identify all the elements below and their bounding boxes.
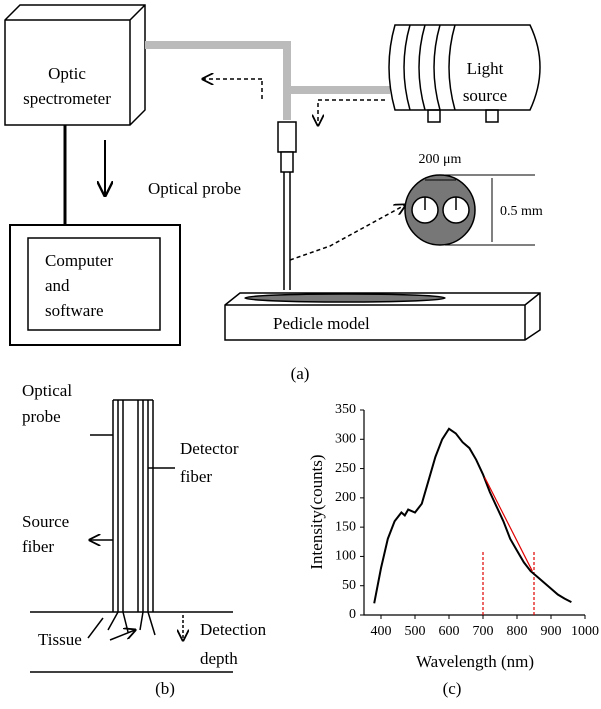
label: probe [22, 407, 61, 426]
panel-label: (c) [443, 679, 462, 698]
label: Tissue [38, 630, 82, 649]
label: 200 μm [419, 152, 462, 167]
label: 0.5 mm [500, 204, 543, 219]
data-line [373, 427, 572, 604]
label: Optical [22, 381, 72, 400]
axes [363, 410, 585, 616]
x-tick-label: 700 [473, 624, 494, 639]
x-axis-label: Wavelength (nm) [416, 652, 534, 671]
x-tick-label: 800 [507, 624, 528, 639]
x-tick-label: 1000 [571, 624, 599, 639]
label: and [45, 276, 70, 295]
diagram-shapes [4, 4, 541, 673]
y-axis-label: Intensity(counts) [307, 454, 326, 569]
y-tick-label: 100 [335, 549, 356, 564]
label: Light [467, 59, 504, 78]
labels: Optic spectrometer Computer and software… [22, 59, 543, 698]
x-tick-label: 900 [541, 624, 562, 639]
y-tick-label: 250 [335, 461, 356, 476]
label: Source [22, 512, 69, 531]
label: source [463, 86, 507, 105]
label: Computer [45, 251, 113, 270]
x-tick-label: 400 [371, 624, 392, 639]
y-tick-label: 50 [342, 578, 356, 593]
y-tick-label: 200 [335, 490, 356, 505]
y-tick-label: 350 [335, 402, 356, 417]
x-tick-label: 600 [439, 624, 460, 639]
label: depth [200, 649, 238, 668]
label: Optic [48, 64, 86, 83]
y-tick-label: 150 [335, 519, 356, 534]
label: Pedicle model [273, 314, 370, 333]
fit-line [484, 477, 533, 572]
y-tick-label: 300 [335, 432, 356, 447]
panel-label: (a) [291, 364, 310, 383]
y-tick-label: 0 [349, 607, 356, 622]
x-tick-label: 500 [405, 624, 426, 639]
label: spectrometer [23, 89, 111, 108]
panel-label: (b) [155, 679, 175, 698]
label: Optical probe [148, 179, 241, 198]
label: fiber [22, 537, 54, 556]
label: Detector [180, 439, 239, 458]
label: fiber [180, 467, 212, 486]
label: Detection [200, 620, 267, 639]
label: software [45, 301, 104, 320]
